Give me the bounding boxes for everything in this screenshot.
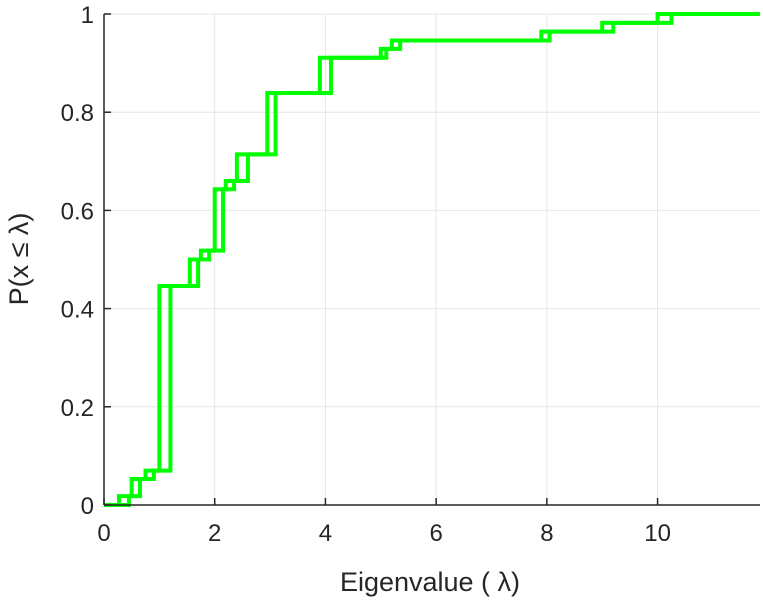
y-tick-label-2: 0.4	[61, 297, 94, 324]
ticks: 0 2 4 6 8 10 0 0.2 0.4 0.6 0.8 1	[61, 2, 671, 547]
y-tick-label-0: 0	[81, 493, 94, 520]
x-tick-label-1: 2	[208, 520, 221, 547]
series-group	[104, 12, 760, 507]
x-tick-label-0: 0	[97, 520, 110, 547]
axes	[103, 14, 760, 506]
y-tick-label-1: 0.2	[61, 395, 94, 422]
x-tick-label-3: 6	[429, 520, 442, 547]
x-tick-label-2: 4	[319, 520, 332, 547]
x-tick-label-4: 8	[540, 520, 553, 547]
x-axis-label: Eigenvalue ( λ)	[340, 567, 520, 597]
y-tick-label-4: 0.8	[61, 100, 94, 127]
y-tick-label-5: 1	[81, 2, 94, 29]
x-tick-label-5: 10	[644, 520, 671, 547]
series-line-1	[104, 12, 760, 507]
y-axis-label: P(x ≤ λ)	[4, 213, 34, 306]
y-tick-label-3: 0.6	[61, 198, 94, 225]
